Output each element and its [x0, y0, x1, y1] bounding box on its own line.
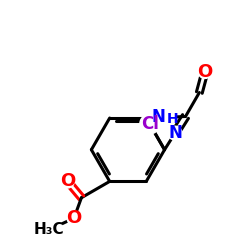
Circle shape [60, 174, 74, 188]
Text: Cl: Cl [141, 115, 159, 133]
Circle shape [168, 126, 182, 140]
Text: H: H [167, 112, 178, 126]
Circle shape [67, 211, 81, 225]
Text: N: N [168, 124, 182, 142]
Circle shape [156, 108, 176, 127]
Circle shape [35, 216, 63, 244]
Text: O: O [197, 62, 212, 80]
Circle shape [140, 114, 160, 134]
Circle shape [198, 64, 212, 78]
Text: O: O [60, 172, 75, 190]
Text: H₃C: H₃C [34, 222, 64, 237]
Text: N: N [151, 108, 165, 126]
Text: O: O [66, 209, 82, 227]
